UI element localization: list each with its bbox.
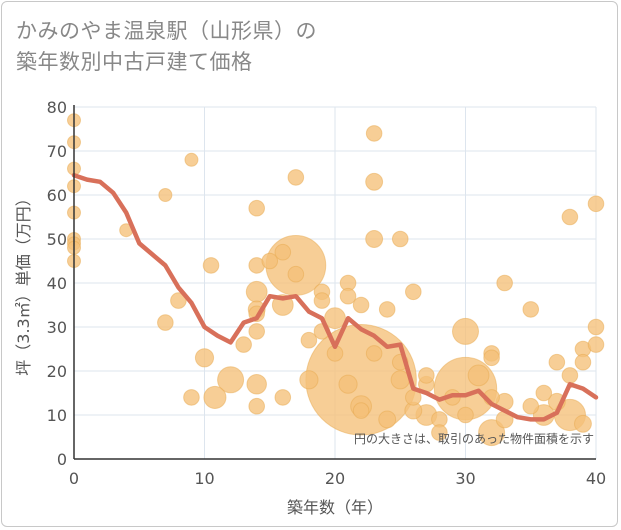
data-point [183, 389, 200, 406]
data-point [587, 318, 605, 336]
y-tick-label: 10 [47, 406, 67, 425]
data-point [418, 367, 435, 384]
data-point [496, 274, 513, 292]
y-tick-label: 50 [47, 230, 67, 249]
data-point [352, 402, 370, 419]
axes [73, 105, 596, 460]
chart-title: かみのやま温泉駅（山形県）の 築年数別中古戸建て価格 [16, 16, 317, 78]
y-tick-label: 80 [47, 98, 67, 117]
x-tick-label: 10 [194, 469, 214, 488]
data-point [184, 152, 199, 167]
x-tick-label: 30 [455, 469, 475, 488]
chart-title-line-1: かみのやま温泉駅（山形県）の [16, 19, 317, 43]
data-point [574, 414, 592, 433]
data-point [378, 301, 396, 318]
data-point [170, 292, 187, 309]
trend-series [71, 172, 599, 422]
data-point [287, 169, 305, 186]
data-point [483, 349, 500, 367]
data-point [157, 314, 174, 331]
chart-title-line-2: 築年数別中古戸建て価格 [16, 50, 253, 74]
data-point [467, 364, 490, 387]
data-point [202, 257, 220, 274]
data-point [587, 195, 605, 213]
data-point [338, 374, 358, 394]
data-point [587, 336, 605, 353]
data-point [274, 389, 292, 406]
x-axis-label: 築年数（年） [287, 498, 383, 517]
tick-labels: 0 10 20 30 40 50 60 70 80 0 10 20 30 40 [47, 98, 607, 488]
data-point [217, 366, 245, 394]
data-point [248, 199, 266, 217]
data-point [561, 208, 579, 226]
data-point [478, 419, 506, 447]
data-point [431, 424, 448, 441]
trend-line [71, 172, 599, 422]
data-point [158, 188, 173, 202]
data-point [365, 345, 383, 362]
data-point [452, 317, 479, 345]
data-point [365, 230, 384, 248]
y-tick-label: 40 [47, 274, 67, 293]
data-point [300, 331, 318, 349]
data-point [203, 385, 227, 409]
y-tick-label: 0 [57, 450, 67, 469]
size-note: 円の大きさは、取引のあった物件面積を示す [354, 431, 594, 446]
data-point [522, 397, 540, 415]
x-tick-label: 0 [69, 469, 79, 488]
data-point [246, 373, 267, 395]
data-point [352, 296, 370, 314]
y-tick-label: 60 [47, 186, 67, 205]
data-point [274, 243, 292, 261]
data-point [561, 367, 579, 384]
data-point [535, 384, 553, 402]
data-point [248, 397, 266, 415]
y-tick-label: 70 [47, 142, 67, 161]
bubble-series [67, 113, 605, 447]
data-point [391, 230, 409, 248]
data-point [548, 353, 566, 371]
data-point [235, 336, 252, 353]
data-point [405, 283, 422, 301]
data-point [194, 348, 215, 368]
data-point [339, 287, 357, 305]
data-point [457, 406, 474, 424]
x-tick-label: 20 [325, 469, 345, 488]
data-point [324, 307, 346, 330]
data-point [313, 292, 331, 309]
y-axis-label: 坪（3.3㎡）単価（万円） [14, 190, 33, 375]
x-tick-label: 40 [586, 469, 606, 488]
data-point [365, 172, 384, 191]
data-point [287, 265, 305, 283]
data-point [378, 410, 397, 429]
y-tick-label: 20 [47, 362, 67, 381]
data-point [574, 353, 592, 371]
data-point [245, 280, 268, 303]
data-point [522, 301, 540, 318]
data-point [261, 252, 279, 270]
y-tick-label: 30 [47, 318, 67, 337]
data-point [248, 323, 266, 340]
data-point [365, 125, 383, 142]
data-point [299, 370, 319, 390]
